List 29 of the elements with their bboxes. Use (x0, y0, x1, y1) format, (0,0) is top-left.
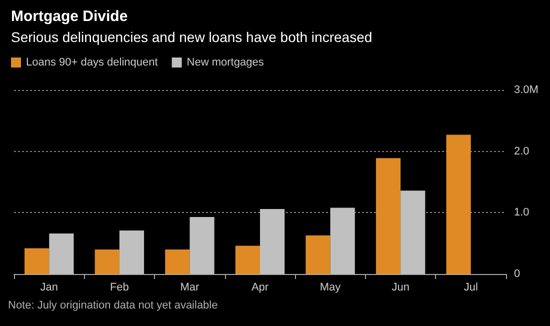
bar (400, 190, 426, 274)
bar (260, 208, 285, 274)
bar (24, 248, 50, 274)
y-tick-label: 2.0 (514, 145, 530, 158)
x-tick-label: Jul (464, 282, 478, 294)
bar (235, 246, 260, 274)
x-tick-label: Feb (110, 282, 129, 294)
x-tick-label: Mar (180, 282, 200, 294)
bar (376, 158, 401, 274)
text: Note: July origination data not yet available (8, 300, 218, 312)
x-tick-label: Jan (40, 282, 58, 294)
y-tick-label: 1.0 (514, 206, 530, 219)
legend-label: Loans 90+ days delinquent (26, 56, 158, 68)
bar (165, 249, 190, 274)
chart-title: Mortgage Divide (11, 8, 128, 25)
bar (330, 208, 355, 274)
x-tick-label: May (320, 282, 342, 294)
chart-subtitle: Serious delinquencies and new loans have both increased (11, 29, 372, 45)
x-tick-label: Jun (392, 282, 410, 294)
y-tick-label: 3.0M (514, 84, 538, 96)
bar (190, 216, 214, 274)
x-tick-label: Apr (251, 282, 269, 294)
bar (94, 249, 120, 274)
bar (446, 134, 471, 274)
legend-label: New mortgages (186, 56, 264, 68)
bar (306, 235, 330, 274)
bar (49, 234, 74, 274)
bar (119, 230, 144, 274)
y-tick-label: 0 (514, 268, 520, 280)
